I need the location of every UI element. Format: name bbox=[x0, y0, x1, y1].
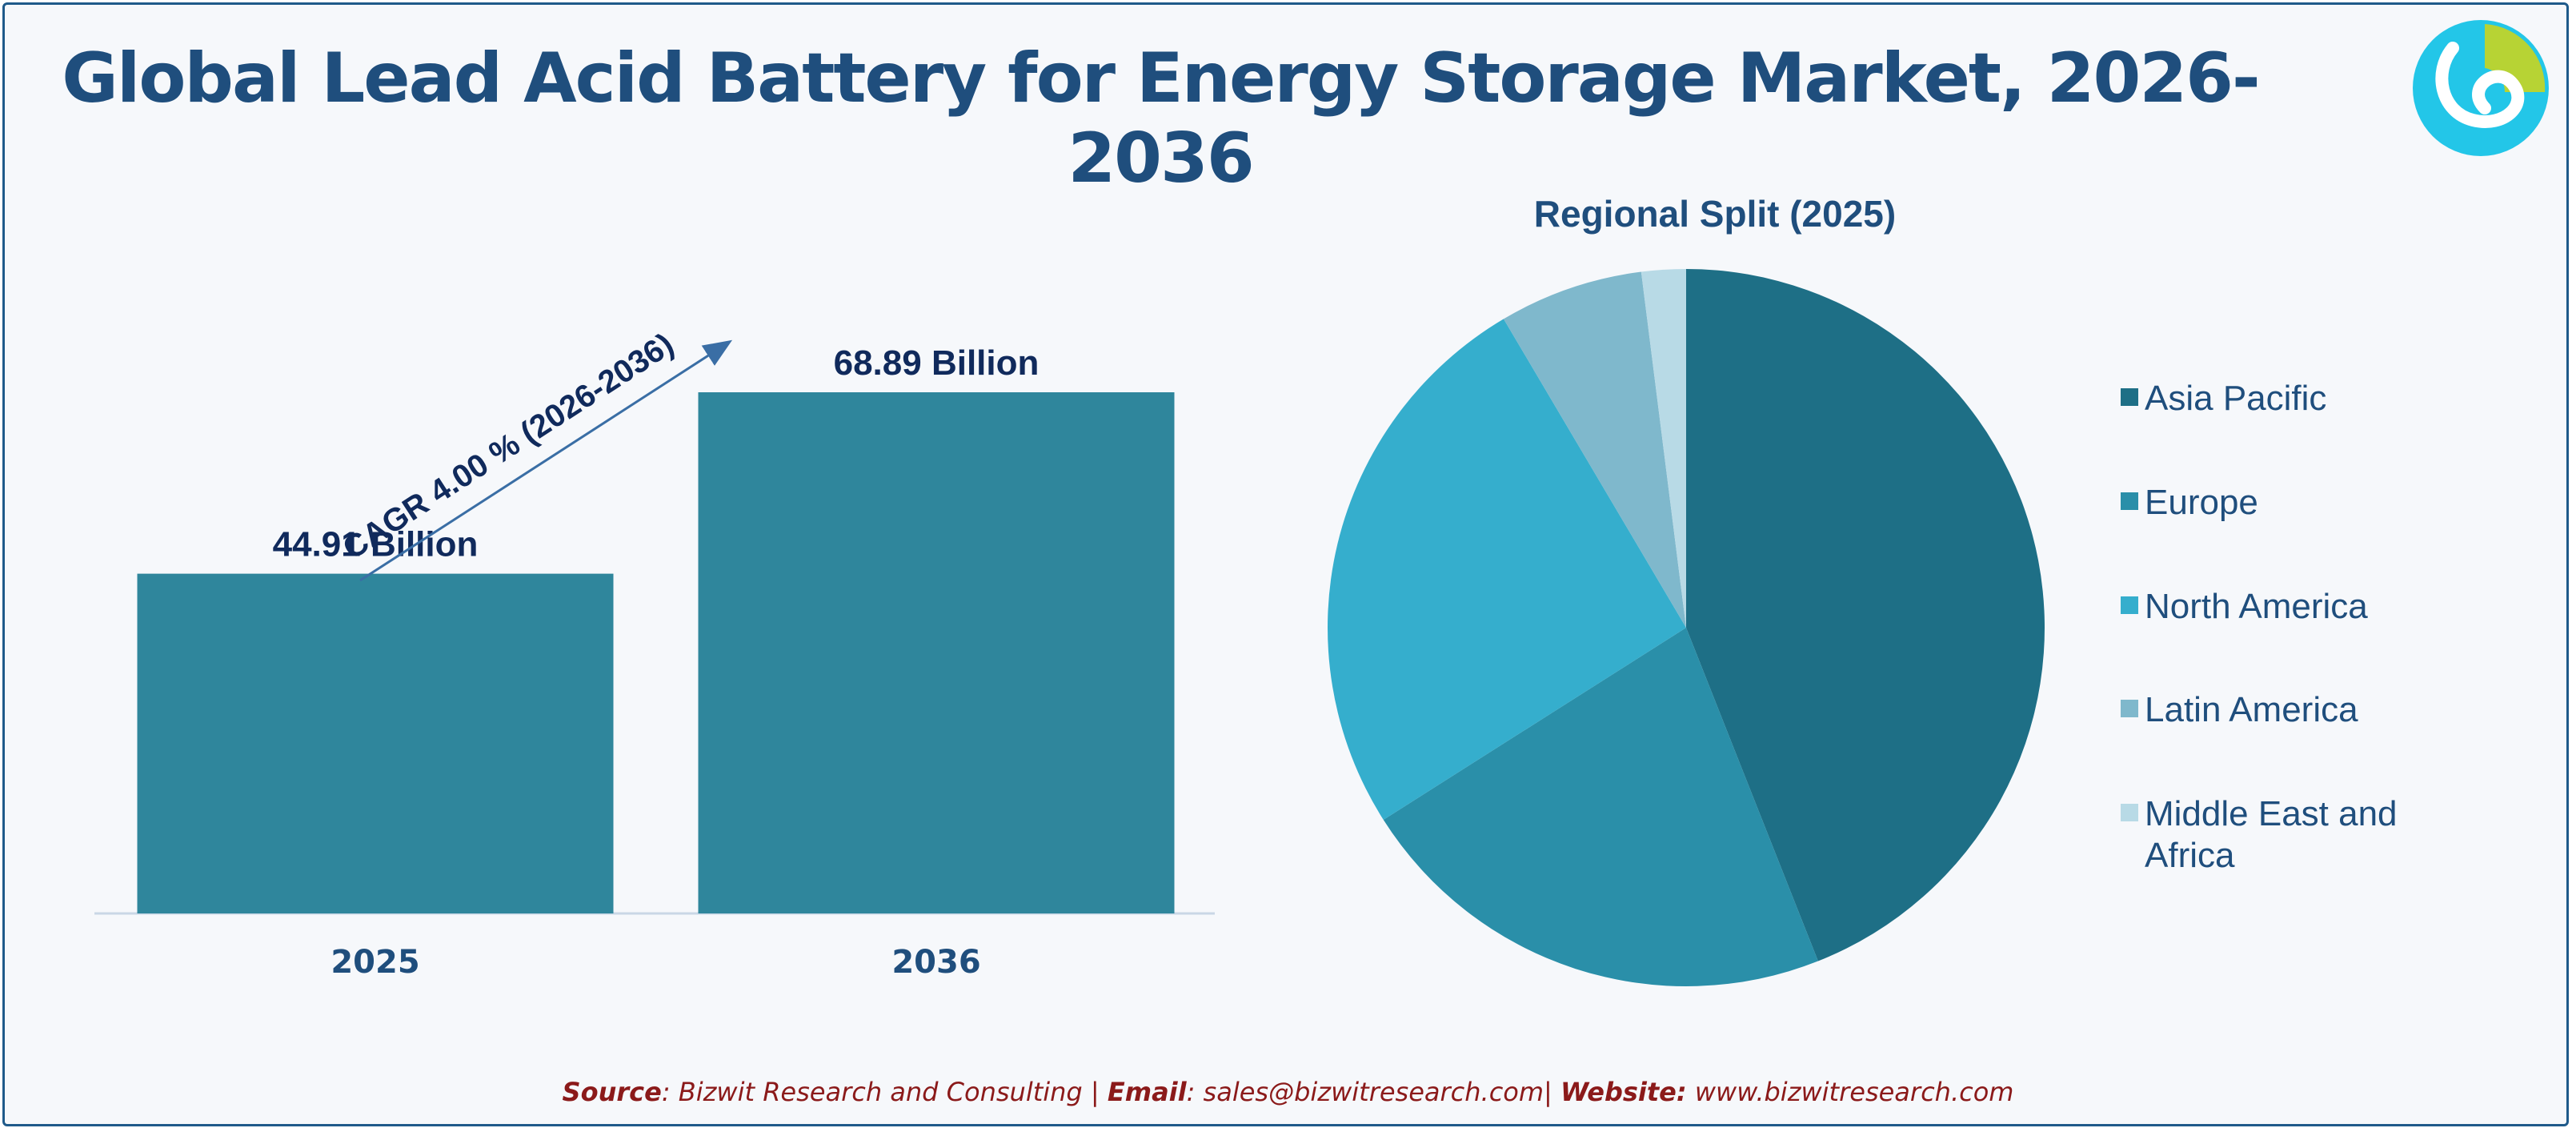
legend-label-3: Latin America bbox=[2145, 690, 2358, 729]
pie-slice-asia-pacific bbox=[1686, 269, 2045, 961]
cagr-arrow bbox=[359, 339, 733, 582]
pie-chart: Regional Split (2025) Asia Pacific Europe… bbox=[1328, 193, 2398, 987]
page-title: Global Lead Acid Battery for Energy Stor… bbox=[62, 38, 2260, 199]
legend-label-0: Asia Pacific bbox=[2145, 379, 2326, 418]
legend-swatch-2 bbox=[2121, 596, 2138, 614]
source-label: Source bbox=[562, 1077, 662, 1107]
source-line: Source: Bizwit Research and Consulting |… bbox=[0, 1077, 2576, 1107]
bar-2036 bbox=[698, 392, 1175, 913]
legend-label-1: Europe bbox=[2145, 483, 2258, 522]
email-text: : sales@bizwitresearch.com| bbox=[1186, 1077, 1560, 1107]
bar-2025 bbox=[137, 573, 614, 913]
cagr-annotation: CAGR 4.00 % (2026-2036) bbox=[337, 327, 680, 567]
legend-swatch-3 bbox=[2121, 700, 2138, 717]
website-label: Website: bbox=[1560, 1077, 1687, 1107]
bar-chart: 44.91 Billion 68.89 Billion 2025 2036 CA… bbox=[94, 327, 1215, 981]
brand-logo-icon bbox=[2413, 20, 2549, 156]
legend-swatch-4 bbox=[2121, 804, 2138, 821]
website-text: www.bizwitresearch.com bbox=[1686, 1077, 2014, 1107]
pie-slice-middle-east-and-africa bbox=[1641, 269, 1686, 628]
legend-swatch-0 bbox=[2121, 388, 2138, 406]
email-label: Email bbox=[1107, 1077, 1187, 1107]
legend-label-2: North America bbox=[2145, 587, 2368, 626]
legend-swatch-1 bbox=[2121, 492, 2138, 510]
category-label-2025: 2025 bbox=[331, 944, 419, 981]
pie-slice-north-america bbox=[1328, 319, 1686, 821]
bar-value-label-2036: 68.89 Billion bbox=[834, 343, 1040, 383]
pie-slice-latin-america bbox=[1503, 271, 1686, 628]
pie-slice-europe bbox=[1383, 628, 1818, 987]
legend-label-4: Middle East and Africa bbox=[2145, 794, 2398, 875]
bar-value-label-2025: 44.91 Billion bbox=[273, 525, 479, 564]
pie-title: Regional Split (2025) bbox=[1534, 193, 1896, 235]
source-text: : Bizwit Research and Consulting | bbox=[661, 1077, 1108, 1107]
category-label-2036: 2036 bbox=[891, 944, 980, 981]
